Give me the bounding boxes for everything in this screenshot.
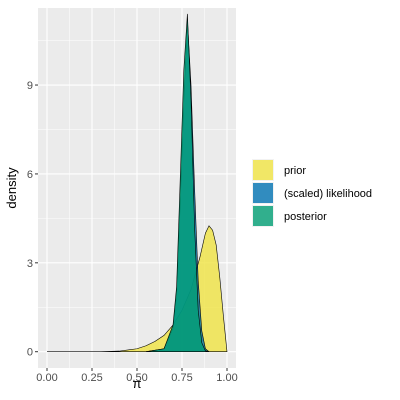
x-tick-label: 0.00 — [36, 372, 57, 384]
y-tick-label: 3 — [27, 258, 33, 270]
x-axis-title: π — [133, 376, 142, 391]
x-tick-label: 0.50 — [126, 372, 147, 384]
y-tick-label: 0 — [27, 347, 33, 359]
x-tick-label: 0.75 — [171, 372, 192, 384]
x-axis: 0.00 0.25 0.50 0.75 1.00 — [36, 368, 238, 384]
legend-label: (scaled) likelihood — [284, 188, 372, 200]
x-tick-label: 0.25 — [81, 372, 102, 384]
legend-swatch — [253, 206, 273, 226]
density-area-posterior — [145, 13, 210, 353]
series-layer — [47, 13, 228, 353]
legend-swatch — [253, 183, 273, 203]
legend-label: prior — [284, 165, 306, 177]
y-tick-label: 9 — [27, 80, 33, 92]
legend-swatch — [253, 160, 273, 180]
legend: prior (scaled) likelihood posterior — [252, 159, 372, 227]
legend-label: posterior — [284, 211, 327, 223]
y-axis-title: density — [4, 167, 19, 209]
y-tick-label: 6 — [27, 169, 33, 181]
y-axis: 0 3 6 9 — [27, 80, 38, 359]
x-tick-label: 1.00 — [216, 372, 237, 384]
